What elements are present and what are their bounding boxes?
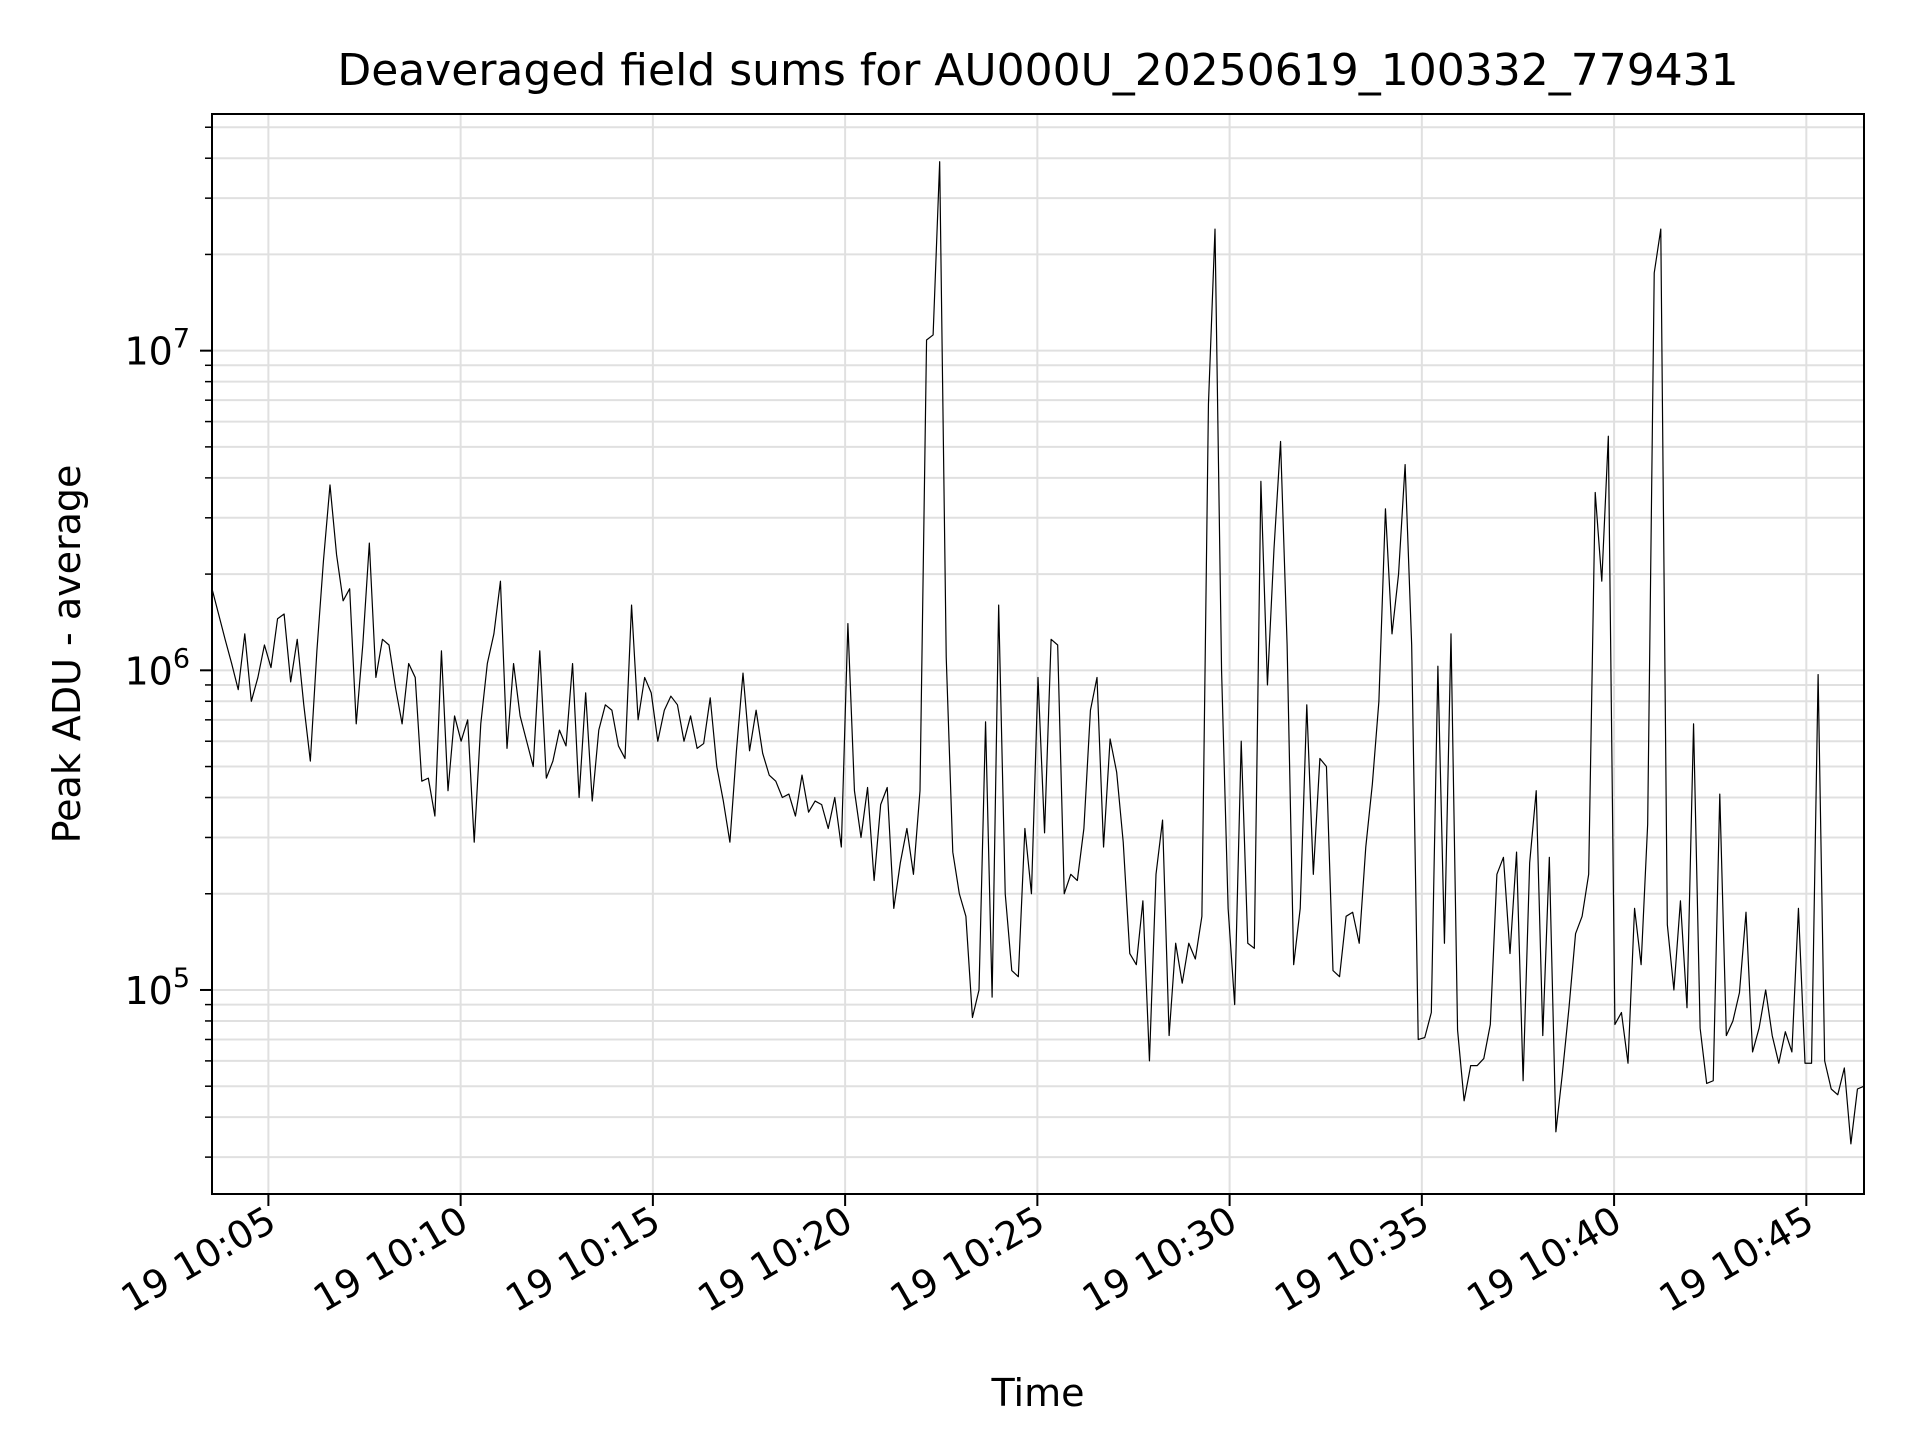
grid: [212, 114, 1864, 1194]
series-line: [211, 161, 1865, 1145]
y-tick-label: 105: [124, 963, 190, 1013]
y-axis: 105 106 107: [124, 126, 212, 1158]
y-tick-label: 106: [124, 643, 190, 693]
chart-title: Deaveraged field sums for AU000U_2025061…: [337, 45, 1738, 96]
y-axis-label: Peak ADU - average: [45, 465, 89, 844]
x-axis-label: Time: [991, 1371, 1085, 1415]
y-tick-label: 107: [124, 324, 190, 374]
